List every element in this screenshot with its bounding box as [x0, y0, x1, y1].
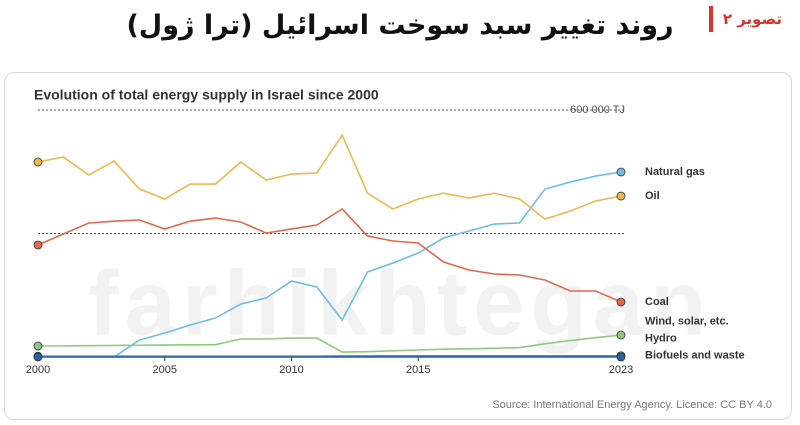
end-point — [616, 191, 626, 201]
chart-title: Evolution of total energy supply in Isra… — [34, 87, 379, 103]
figure-badge: تصویر ۲ — [708, 6, 792, 32]
chart-panel — [4, 72, 792, 420]
series-label: Coal — [645, 296, 669, 308]
x-tick-label: 2023 — [609, 364, 633, 376]
x-tick-label: 2010 — [279, 364, 303, 376]
y-tick-label: 600 000 TJ — [570, 104, 625, 116]
header-title: روند تغییر سبد سوخت اسرائیل (ترا ژول) — [126, 10, 674, 41]
series-line — [37, 133, 622, 220]
end-point — [33, 157, 43, 167]
x-tick-label: 2015 — [406, 364, 430, 376]
end-point — [33, 240, 43, 250]
series-label: Oil — [645, 190, 660, 202]
end-point — [616, 352, 626, 362]
end-point — [616, 297, 626, 307]
series-label: Natural gas — [645, 166, 705, 178]
end-point — [33, 352, 43, 362]
series-line — [113, 171, 622, 358]
series-label: Hydro — [645, 333, 677, 345]
series-line — [37, 207, 622, 303]
x-tick-label: 2000 — [26, 364, 50, 376]
x-tick-label: 2005 — [152, 364, 176, 376]
end-point — [616, 167, 626, 177]
series-line — [37, 334, 622, 353]
end-point — [616, 330, 626, 340]
source-note: Source: International Energy Agency. Lic… — [492, 399, 772, 411]
series-label: Biofuels and waste — [645, 350, 745, 362]
end-point — [33, 341, 43, 351]
series-label: Wind, solar, etc. — [645, 316, 729, 328]
